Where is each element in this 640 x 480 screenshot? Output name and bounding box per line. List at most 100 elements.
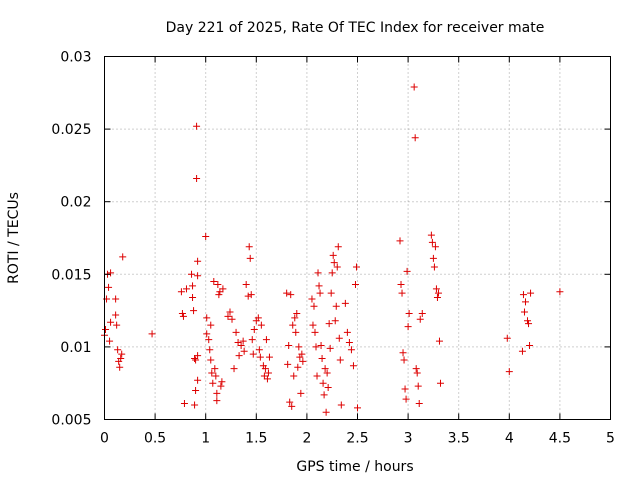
data-point: [401, 385, 409, 393]
data-point: [218, 378, 226, 386]
data-point: [105, 283, 113, 291]
data-point: [179, 312, 187, 320]
x-tick-label: 2: [302, 431, 311, 447]
data-point: [396, 237, 404, 245]
data-point: [418, 310, 426, 318]
data-point: [397, 280, 405, 288]
x-tick-label: 3.5: [448, 431, 470, 447]
data-point: [321, 365, 329, 373]
x-tick-label: 0: [100, 431, 109, 447]
data-point: [256, 353, 264, 361]
x-tick-label: 4: [505, 431, 514, 447]
data-point: [180, 400, 188, 408]
data-point: [314, 269, 322, 277]
data-point: [524, 317, 532, 325]
data-point: [405, 310, 413, 318]
data-point: [323, 369, 331, 377]
data-point: [334, 243, 342, 251]
data-point: [308, 295, 316, 303]
grid: [104, 56, 611, 420]
data-point: [333, 263, 341, 271]
data-point: [411, 134, 419, 142]
data-point: [413, 369, 421, 377]
data-point: [249, 350, 257, 358]
x-tick-label: 5: [606, 431, 615, 447]
data-point: [400, 356, 408, 364]
data-point: [202, 233, 210, 241]
data-point: [399, 349, 407, 357]
data-point: [230, 365, 238, 373]
data-point: [213, 389, 221, 397]
data-point: [332, 302, 340, 310]
data-point: [224, 312, 232, 320]
data-point: [178, 310, 186, 318]
data-point: [319, 379, 327, 387]
data-point: [431, 243, 439, 251]
data-points: [101, 83, 564, 416]
data-point: [112, 311, 120, 319]
x-tick-label: 1: [201, 431, 210, 447]
data-point: [432, 285, 440, 293]
data-point: [112, 295, 120, 303]
data-point: [193, 174, 201, 182]
data-point: [106, 337, 114, 345]
data-point: [316, 289, 324, 297]
data-point: [217, 382, 225, 390]
data-point: [410, 83, 418, 91]
data-point: [194, 376, 202, 384]
data-point: [429, 254, 437, 262]
data-point: [245, 243, 253, 251]
data-point: [285, 341, 293, 349]
data-point: [324, 384, 332, 392]
data-point: [234, 339, 242, 347]
data-point: [191, 355, 199, 363]
x-tick-label: 4.5: [549, 431, 571, 447]
data-point: [293, 310, 301, 318]
data-point: [430, 263, 438, 271]
data-point: [315, 282, 323, 290]
data-point: [237, 341, 245, 349]
data-point: [107, 269, 115, 277]
data-point: [398, 289, 406, 297]
data-point: [247, 291, 255, 299]
data-point: [246, 254, 254, 262]
data-point: [118, 350, 126, 358]
data-point: [337, 401, 345, 409]
data-point: [327, 289, 335, 297]
data-point: [192, 386, 200, 394]
data-point: [505, 368, 513, 376]
data-point: [287, 291, 295, 299]
data-point: [226, 308, 234, 316]
data-point: [262, 336, 270, 344]
data-point: [240, 347, 248, 355]
data-point: [335, 334, 343, 342]
data-point: [345, 339, 353, 347]
data-point: [194, 272, 202, 280]
data-point: [257, 321, 265, 329]
data-point: [288, 402, 296, 410]
data-point: [428, 238, 436, 246]
data-point: [317, 341, 325, 349]
data-point: [414, 382, 422, 390]
data-point: [207, 356, 215, 364]
data-point: [309, 321, 317, 329]
data-point: [435, 337, 443, 345]
data-point: [216, 288, 224, 296]
data-point: [188, 270, 196, 278]
data-point: [250, 325, 258, 333]
y-tick-label: 0.025: [51, 122, 91, 138]
data-point: [264, 369, 272, 377]
data-point: [527, 289, 535, 297]
data-point: [283, 289, 291, 297]
data-point: [403, 267, 411, 275]
data-point: [210, 278, 218, 286]
data-point: [206, 346, 214, 354]
data-point: [194, 352, 202, 360]
data-point: [556, 288, 564, 296]
data-point: [228, 315, 236, 323]
data-point: [203, 314, 211, 322]
data-point: [248, 336, 256, 344]
data-point: [518, 347, 526, 355]
data-point: [190, 307, 198, 315]
